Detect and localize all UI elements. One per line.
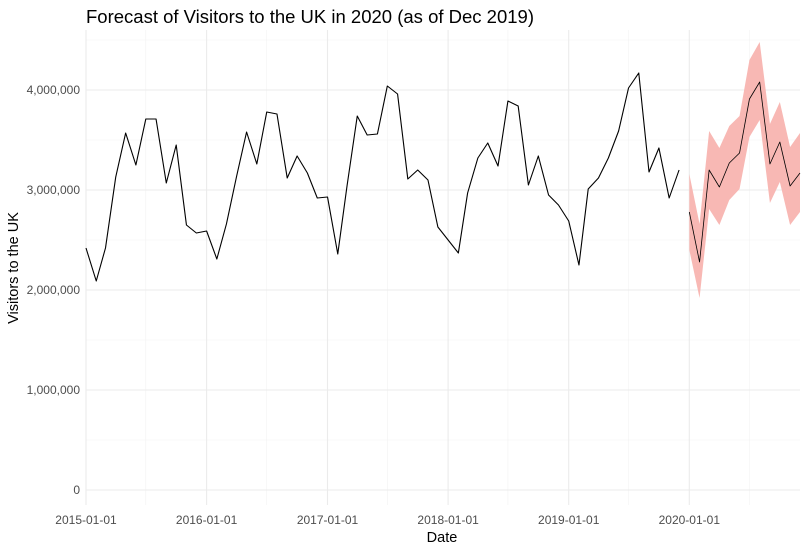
grid-lines [85, 30, 800, 505]
forecast-interval-band [689, 42, 800, 298]
y-tick-label: 1,000,000 [27, 383, 81, 397]
y-tick-label: 3,000,000 [27, 183, 81, 197]
forecast-visitors-line [688, 81, 801, 263]
y-tick-label: 2,000,000 [27, 283, 81, 297]
actual-visitors-line [85, 72, 680, 282]
y-axis-title: Visitors to the UK [6, 212, 22, 324]
x-tick-label: 2015-01-01 [55, 513, 117, 527]
x-tick-label: 2017-01-01 [297, 513, 359, 527]
x-tick-label: 2020-01-01 [659, 513, 721, 527]
x-axis-ticks: 2015-01-01 2016-01-01 2017-01-01 2018-01-01… [55, 513, 720, 527]
y-tick-label: 0 [73, 483, 80, 497]
y-tick-label: 4,000,000 [27, 83, 81, 97]
x-tick-label: 2018-01-01 [417, 513, 479, 527]
chart-title: Forecast of Visitors to the UK in 2020 (… [86, 6, 534, 27]
y-axis-ticks: 0 1,000,000 2,000,000 3,000,000 4,000,000 [27, 83, 81, 497]
forecast-interval-area [689, 42, 800, 298]
x-tick-label: 2019-01-01 [538, 513, 600, 527]
x-tick-label: 2016-01-01 [176, 513, 238, 527]
series-lines [85, 72, 801, 282]
x-axis-title: Date [427, 530, 458, 546]
